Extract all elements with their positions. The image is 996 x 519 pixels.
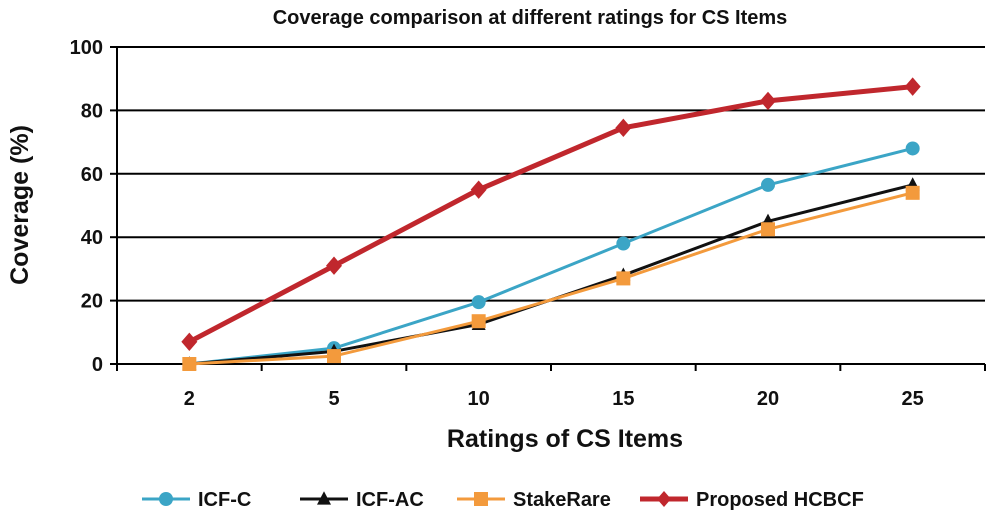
series-proposed-hcbcf: [181, 77, 921, 352]
chart-title: Coverage comparison at different ratings…: [273, 7, 788, 29]
series-line: [189, 146, 914, 366]
legend-item: StakeRare: [457, 489, 611, 511]
x-tick-label: 20: [757, 388, 779, 410]
x-tick-label: 5: [328, 388, 339, 410]
data-point: [616, 271, 631, 286]
data-point: [181, 332, 198, 352]
data-point: [327, 349, 341, 364]
legend-item: Proposed HCBCF: [640, 489, 864, 511]
data-point: [616, 236, 631, 251]
data-point: [471, 295, 486, 310]
x-tick-label: 15: [612, 388, 634, 410]
x-tick-label: 25: [902, 388, 924, 410]
y-axis-ticks: 0 20 40 60 80 100: [70, 37, 117, 376]
series-icf-c: [182, 141, 920, 371]
x-axis-label: Ratings of CS Items: [447, 425, 683, 453]
x-tick-label: 2: [184, 388, 195, 410]
x-axis-ticks: 2 5 10 15 20 25: [116, 364, 986, 410]
y-axis-label: Coverage (%): [6, 125, 34, 285]
data-point: [905, 185, 920, 200]
series-stakerare: [182, 185, 920, 371]
y-tick-label: 0: [92, 354, 103, 376]
y-tick-label: 100: [70, 37, 103, 59]
data-point: [904, 77, 921, 96]
data-point: [761, 177, 775, 192]
legend-marker: [317, 491, 331, 505]
data-point: [615, 118, 632, 138]
data-point: [471, 314, 486, 329]
legend-label: StakeRare: [513, 489, 611, 511]
y-tick-label: 20: [81, 291, 103, 313]
x-tick-label: 10: [468, 388, 490, 410]
data-point: [470, 180, 487, 199]
legend-marker: [657, 490, 671, 508]
legend-item: ICF-C: [142, 489, 251, 511]
data-point: [760, 91, 776, 111]
y-tick-label: 40: [81, 227, 103, 249]
legend-marker: [159, 492, 173, 506]
data-point: [905, 141, 920, 156]
data-point: [326, 256, 342, 275]
data-point: [182, 357, 197, 371]
legend-label: Proposed HCBCF: [696, 489, 864, 511]
legend: ICF-C ICF-AC StakeRare Proposed HCBCF: [142, 489, 864, 511]
gridlines: [117, 46, 985, 302]
legend-label: ICF-C: [198, 489, 251, 511]
legend-item: ICF-AC: [300, 489, 424, 511]
legend-marker: [474, 492, 488, 506]
series-line: [188, 84, 913, 345]
series-group: [181, 77, 921, 371]
series-line: [189, 191, 914, 366]
y-tick-label: 80: [81, 100, 103, 122]
y-tick-label: 60: [81, 164, 103, 186]
legend-label: ICF-AC: [356, 489, 424, 511]
data-point: [761, 222, 775, 237]
